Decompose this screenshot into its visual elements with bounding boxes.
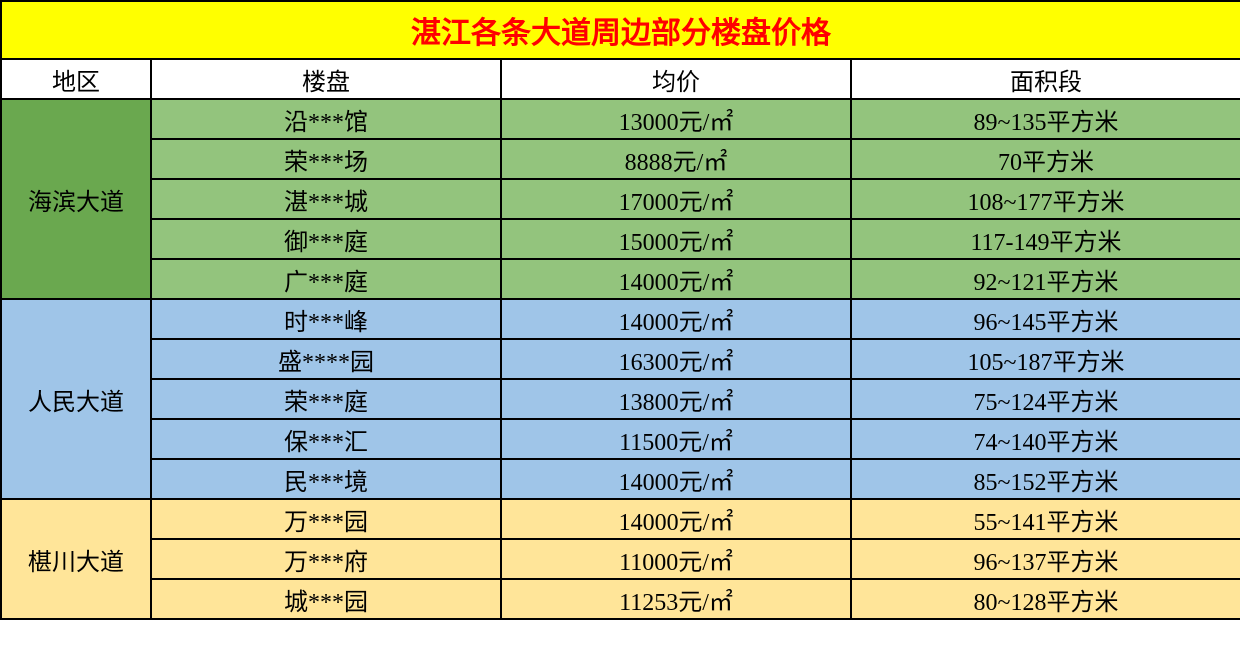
price-cell: 11500元/㎡: [501, 419, 851, 459]
area-cell: 70平方米: [851, 139, 1240, 179]
area-cell: 75~124平方米: [851, 379, 1240, 419]
table-row: 保***汇11500元/㎡74~140平方米: [1, 419, 1240, 459]
table-row: 湛***城17000元/㎡108~177平方米: [1, 179, 1240, 219]
table-row: 万***府11000元/㎡96~137平方米: [1, 539, 1240, 579]
property-name-cell: 荣***场: [151, 139, 501, 179]
table-row: 人民大道时***峰14000元/㎡96~145平方米: [1, 299, 1240, 339]
price-cell: 13800元/㎡: [501, 379, 851, 419]
price-cell: 14000元/㎡: [501, 299, 851, 339]
property-name-cell: 保***汇: [151, 419, 501, 459]
price-table-container: 湛江各条大道周边部分楼盘价格地区楼盘均价面积段海滨大道沿***馆13000元/㎡…: [0, 0, 1240, 620]
price-cell: 8888元/㎡: [501, 139, 851, 179]
price-cell: 11253元/㎡: [501, 579, 851, 619]
column-header: 均价: [501, 59, 851, 99]
table-row: 海滨大道沿***馆13000元/㎡89~135平方米: [1, 99, 1240, 139]
column-header: 楼盘: [151, 59, 501, 99]
table-row: 御***庭15000元/㎡117-149平方米: [1, 219, 1240, 259]
price-cell: 16300元/㎡: [501, 339, 851, 379]
property-name-cell: 御***庭: [151, 219, 501, 259]
price-cell: 14000元/㎡: [501, 459, 851, 499]
column-header: 地区: [1, 59, 151, 99]
price-table: 湛江各条大道周边部分楼盘价格地区楼盘均价面积段海滨大道沿***馆13000元/㎡…: [0, 0, 1240, 620]
table-row: 城***园11253元/㎡80~128平方米: [1, 579, 1240, 619]
region-cell: 海滨大道: [1, 99, 151, 299]
region-cell: 椹川大道: [1, 499, 151, 619]
property-name-cell: 沿***馆: [151, 99, 501, 139]
area-cell: 85~152平方米: [851, 459, 1240, 499]
area-cell: 105~187平方米: [851, 339, 1240, 379]
property-name-cell: 万***府: [151, 539, 501, 579]
table-row: 盛****园16300元/㎡105~187平方米: [1, 339, 1240, 379]
price-cell: 11000元/㎡: [501, 539, 851, 579]
area-cell: 80~128平方米: [851, 579, 1240, 619]
property-name-cell: 万***园: [151, 499, 501, 539]
property-name-cell: 湛***城: [151, 179, 501, 219]
area-cell: 96~145平方米: [851, 299, 1240, 339]
area-cell: 92~121平方米: [851, 259, 1240, 299]
table-title: 湛江各条大道周边部分楼盘价格: [1, 1, 1240, 59]
table-row: 民***境14000元/㎡85~152平方米: [1, 459, 1240, 499]
table-row: 荣***场8888元/㎡70平方米: [1, 139, 1240, 179]
area-cell: 55~141平方米: [851, 499, 1240, 539]
area-cell: 74~140平方米: [851, 419, 1240, 459]
property-name-cell: 时***峰: [151, 299, 501, 339]
property-name-cell: 民***境: [151, 459, 501, 499]
property-name-cell: 盛****园: [151, 339, 501, 379]
column-header: 面积段: [851, 59, 1240, 99]
price-cell: 17000元/㎡: [501, 179, 851, 219]
area-cell: 108~177平方米: [851, 179, 1240, 219]
table-row: 广***庭14000元/㎡92~121平方米: [1, 259, 1240, 299]
table-row: 椹川大道万***园14000元/㎡55~141平方米: [1, 499, 1240, 539]
table-row: 荣***庭13800元/㎡75~124平方米: [1, 379, 1240, 419]
area-cell: 89~135平方米: [851, 99, 1240, 139]
area-cell: 96~137平方米: [851, 539, 1240, 579]
area-cell: 117-149平方米: [851, 219, 1240, 259]
price-cell: 13000元/㎡: [501, 99, 851, 139]
price-cell: 14000元/㎡: [501, 499, 851, 539]
property-name-cell: 城***园: [151, 579, 501, 619]
region-cell: 人民大道: [1, 299, 151, 499]
price-cell: 14000元/㎡: [501, 259, 851, 299]
property-name-cell: 荣***庭: [151, 379, 501, 419]
price-cell: 15000元/㎡: [501, 219, 851, 259]
property-name-cell: 广***庭: [151, 259, 501, 299]
